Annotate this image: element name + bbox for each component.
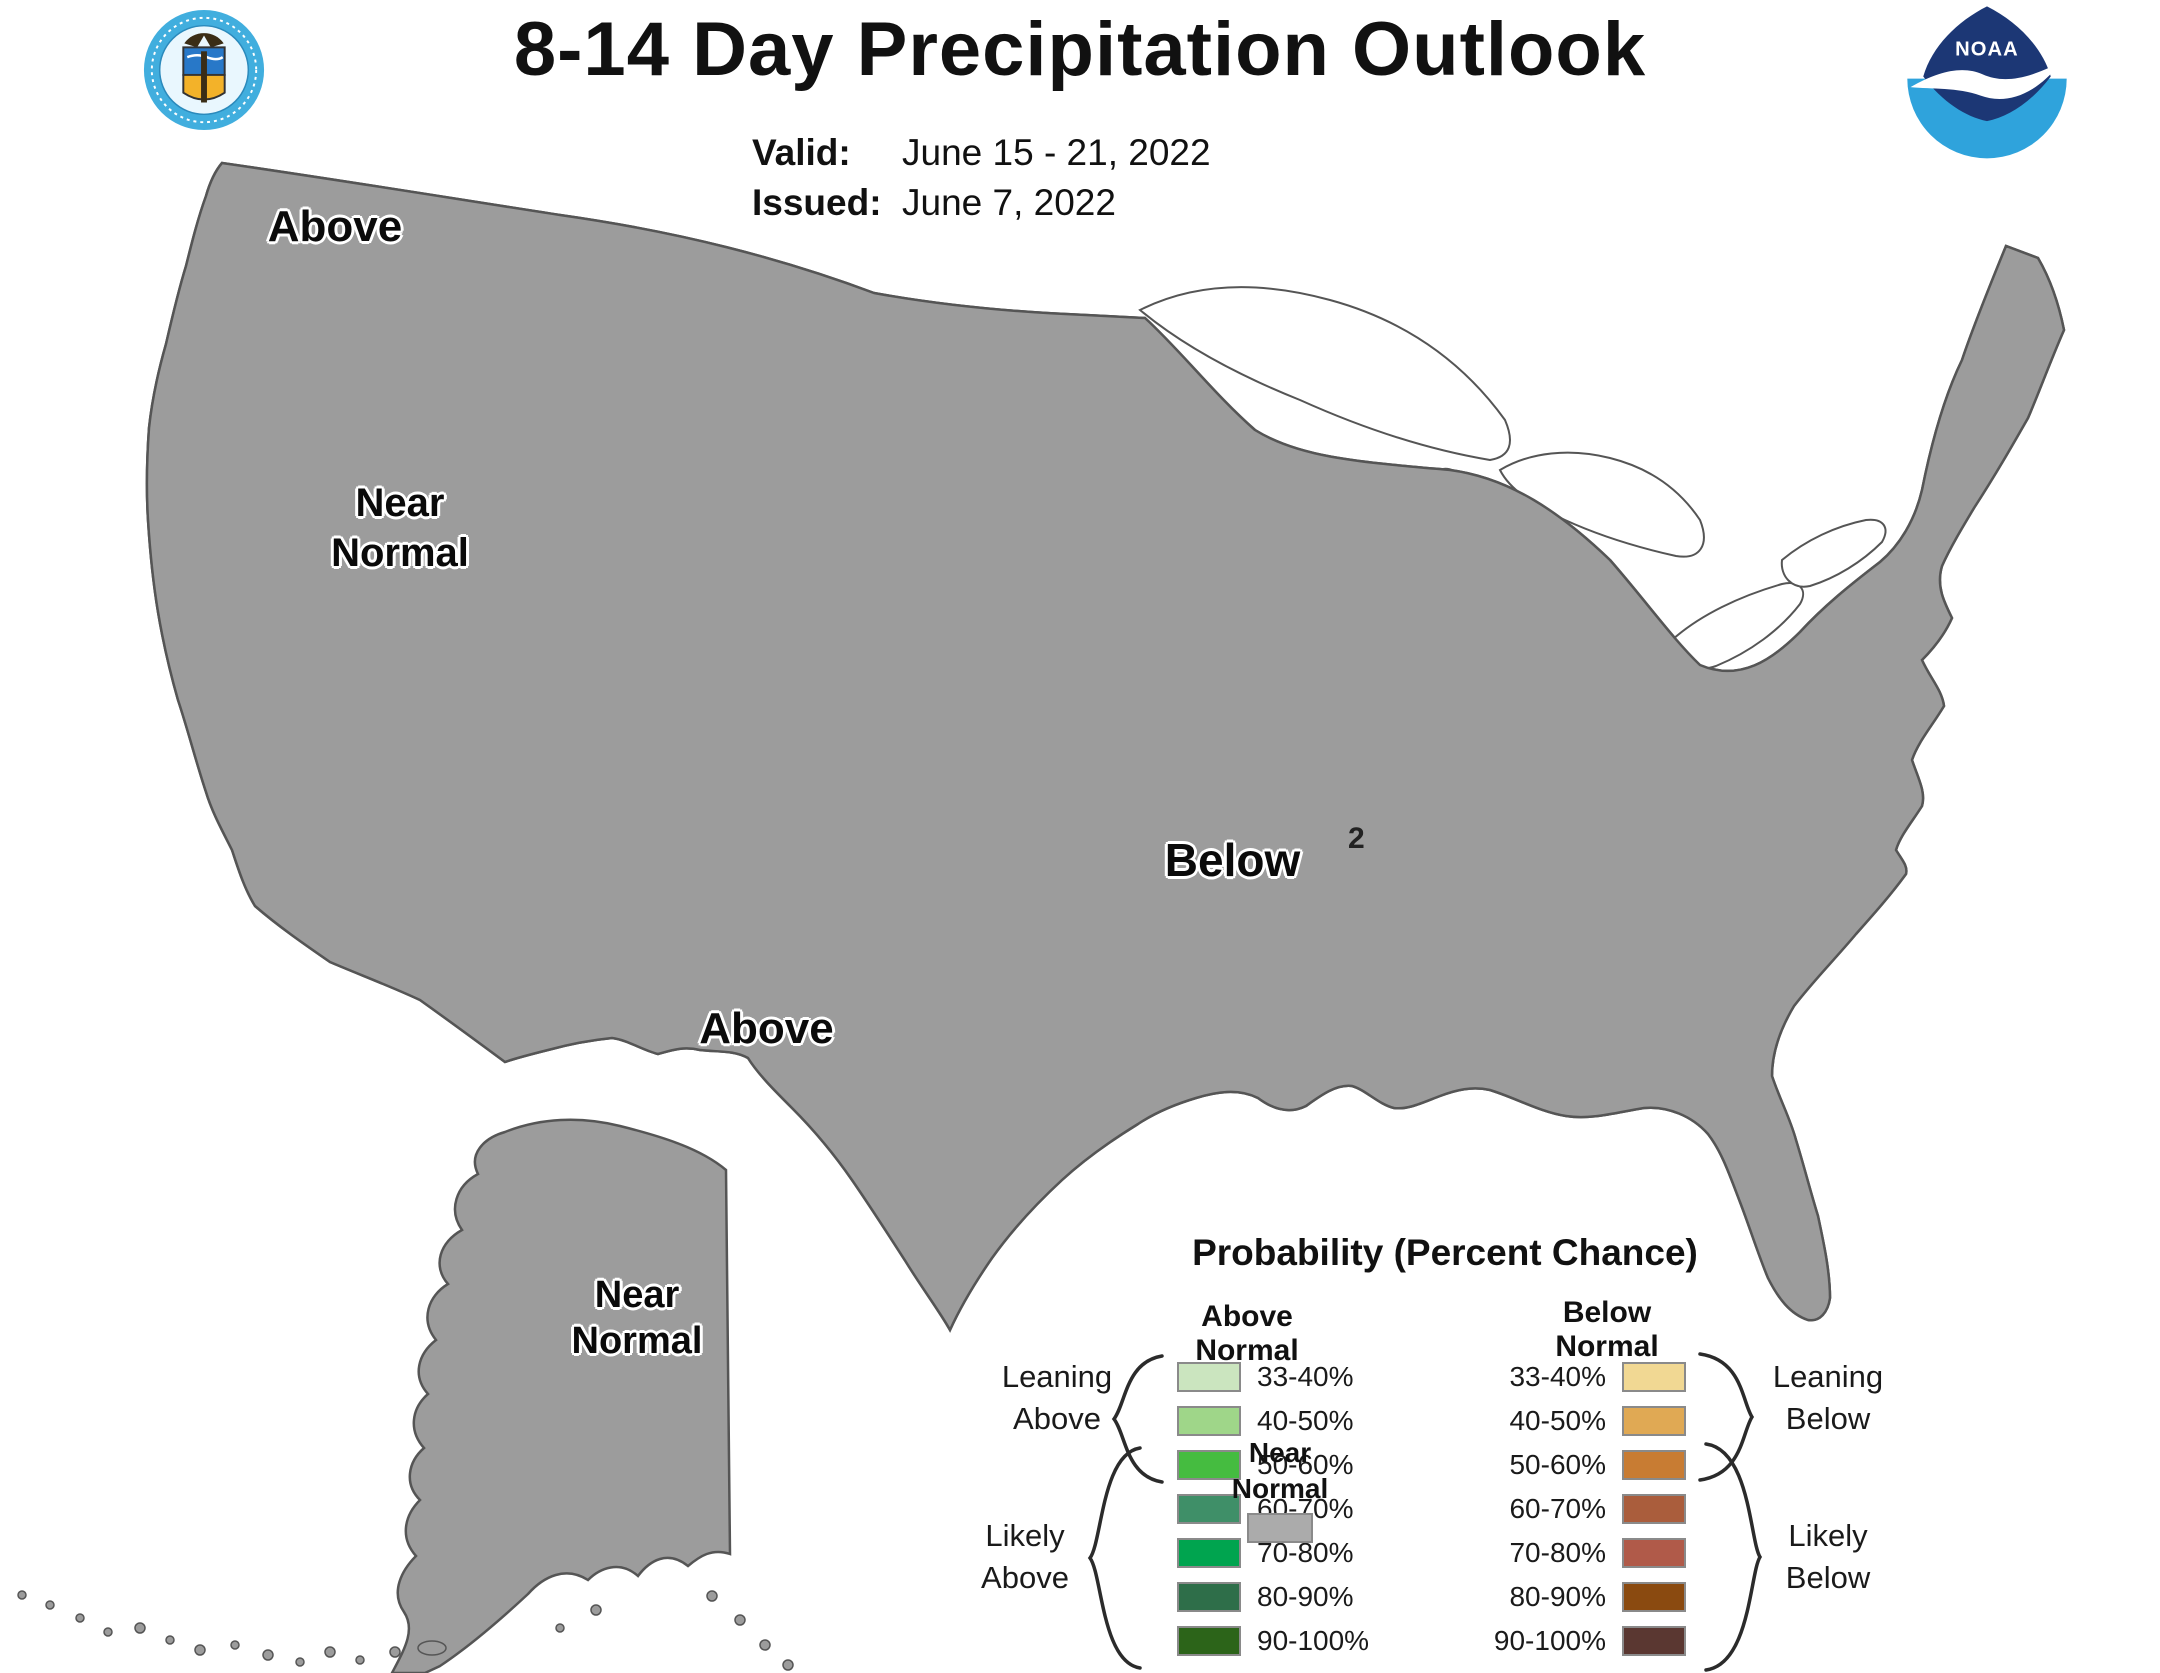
legend-swatch: [1177, 1626, 1241, 1656]
legend-range-label: 40-50%: [1257, 1405, 1354, 1436]
legend-range-label: 80-90%: [1509, 1581, 1606, 1612]
legend-row: 80-90%: [1177, 1581, 1369, 1612]
brace-leaning-above: [1111, 1354, 1164, 1484]
legend-swatch: [1177, 1582, 1241, 1612]
legend-row: 70-80%: [1483, 1537, 1686, 1568]
legend-row: 80-90%: [1483, 1581, 1686, 1612]
map-label-near-normal-west: Near Normal: [331, 481, 469, 575]
legend-group-likely-above: Likely Above: [981, 1518, 1069, 1595]
map-label-near-normal-alaska: Near Normal: [571, 1274, 703, 1362]
page-title: 8-14 Day Precipitation Outlook: [513, 7, 1647, 92]
lake-superior: [1138, 286, 1511, 462]
issued-value: June 7, 2022: [902, 182, 1116, 223]
legend-swatch: [1177, 1538, 1241, 1568]
legend-swatch: [1622, 1626, 1686, 1656]
legend-row: 33-40%: [1483, 1361, 1686, 1392]
aleutian-islands: [17, 1590, 794, 1671]
legend-group-leaning-above: Leaning Above: [1001, 1359, 1113, 1436]
alaska-landmass: [390, 1118, 732, 1673]
legend-row: 40-50%: [1483, 1405, 1686, 1436]
legend-range-label: 70-80%: [1509, 1537, 1606, 1568]
legend-row: 90-100%: [1483, 1625, 1686, 1656]
map-label-above-northwest: Above: [267, 202, 403, 251]
noaa-gull-icon: [1910, 61, 2062, 99]
legend-row: 33-40%: [1177, 1361, 1369, 1392]
legend-range-label: 40-50%: [1509, 1405, 1606, 1436]
legend: Probability (Percent Chance) Above Norma…: [960, 1230, 2160, 1673]
legend-swatch: [1622, 1582, 1686, 1612]
legend-range-label: 50-60%: [1509, 1449, 1606, 1480]
noaa-logo: NOAA: [1906, 4, 2068, 166]
brace-leaning-below: [1698, 1352, 1755, 1482]
legend-swatch: [1622, 1450, 1686, 1480]
legend-above-normal-header: Above Normal: [1195, 1300, 1299, 1367]
legend-near-normal-label: Near Normal: [1231, 1437, 1329, 1504]
legend-below-normal-header: Below Normal: [1555, 1296, 1659, 1363]
legend-range-label: 90-100%: [1493, 1625, 1606, 1656]
legend-row: 60-70%: [1483, 1493, 1686, 1524]
map-contour-annotation: 2: [1348, 822, 1365, 855]
eagle-icon: [184, 33, 224, 48]
legend-braces: [1087, 1352, 1763, 1672]
date-block: Valid: June 15 - 21, 2022 Issued: June 7…: [752, 128, 1211, 228]
noaa-logo-text: NOAA: [1955, 38, 2019, 60]
lake-ontario: [1780, 518, 1887, 588]
map-label-above-southwest: Above: [699, 1004, 834, 1053]
map-label-below-center: Below: [1164, 834, 1301, 886]
legend-swatch: [1177, 1362, 1241, 1392]
legend-swatch: [1622, 1362, 1686, 1392]
brace-likely-below: [1704, 1442, 1763, 1672]
legend-range-label: 60-70%: [1509, 1493, 1606, 1524]
legend-below-column: 33-40% 40-50% 50-60% 60-70% 70-80% 80-90% 90-1…: [1483, 1361, 1686, 1670]
legend-row: 90-100%: [1177, 1625, 1370, 1656]
legend-range-label: 50-60%: [1257, 1449, 1354, 1480]
valid-value: June 15 - 21, 2022: [902, 132, 1211, 173]
legend-title: Probability (Percent Chance): [1192, 1232, 1698, 1273]
dept-of-commerce-seal: [143, 9, 265, 131]
legend-swatch: [1177, 1406, 1241, 1436]
legend-group-likely-below: Likely Below: [1785, 1518, 1871, 1595]
shield-icon: [182, 46, 226, 103]
brace-likely-above: [1087, 1446, 1142, 1670]
legend-range-label: 33-40%: [1509, 1361, 1606, 1392]
legend-range-label: 90-100%: [1257, 1625, 1370, 1656]
valid-label: Valid:: [752, 132, 851, 173]
legend-swatch: [1177, 1494, 1241, 1524]
legend-row: 50-60%: [1177, 1449, 1369, 1480]
legend-swatch: [1622, 1494, 1686, 1524]
legend-row: 50-60%: [1483, 1449, 1686, 1480]
legend-swatch: [1177, 1450, 1241, 1480]
issued-label: Issued:: [752, 182, 882, 223]
legend-swatch: [1622, 1406, 1686, 1436]
conus-outline: [145, 161, 2066, 1332]
legend-swatch: [1622, 1538, 1686, 1568]
legend-group-leaning-below: Leaning Below: [1772, 1359, 1884, 1436]
legend-near-normal-swatch: [1247, 1513, 1313, 1543]
legend-range-label: 80-90%: [1257, 1581, 1354, 1612]
legend-range-label: 33-40%: [1257, 1361, 1354, 1392]
legend-row: 40-50%: [1177, 1405, 1369, 1436]
